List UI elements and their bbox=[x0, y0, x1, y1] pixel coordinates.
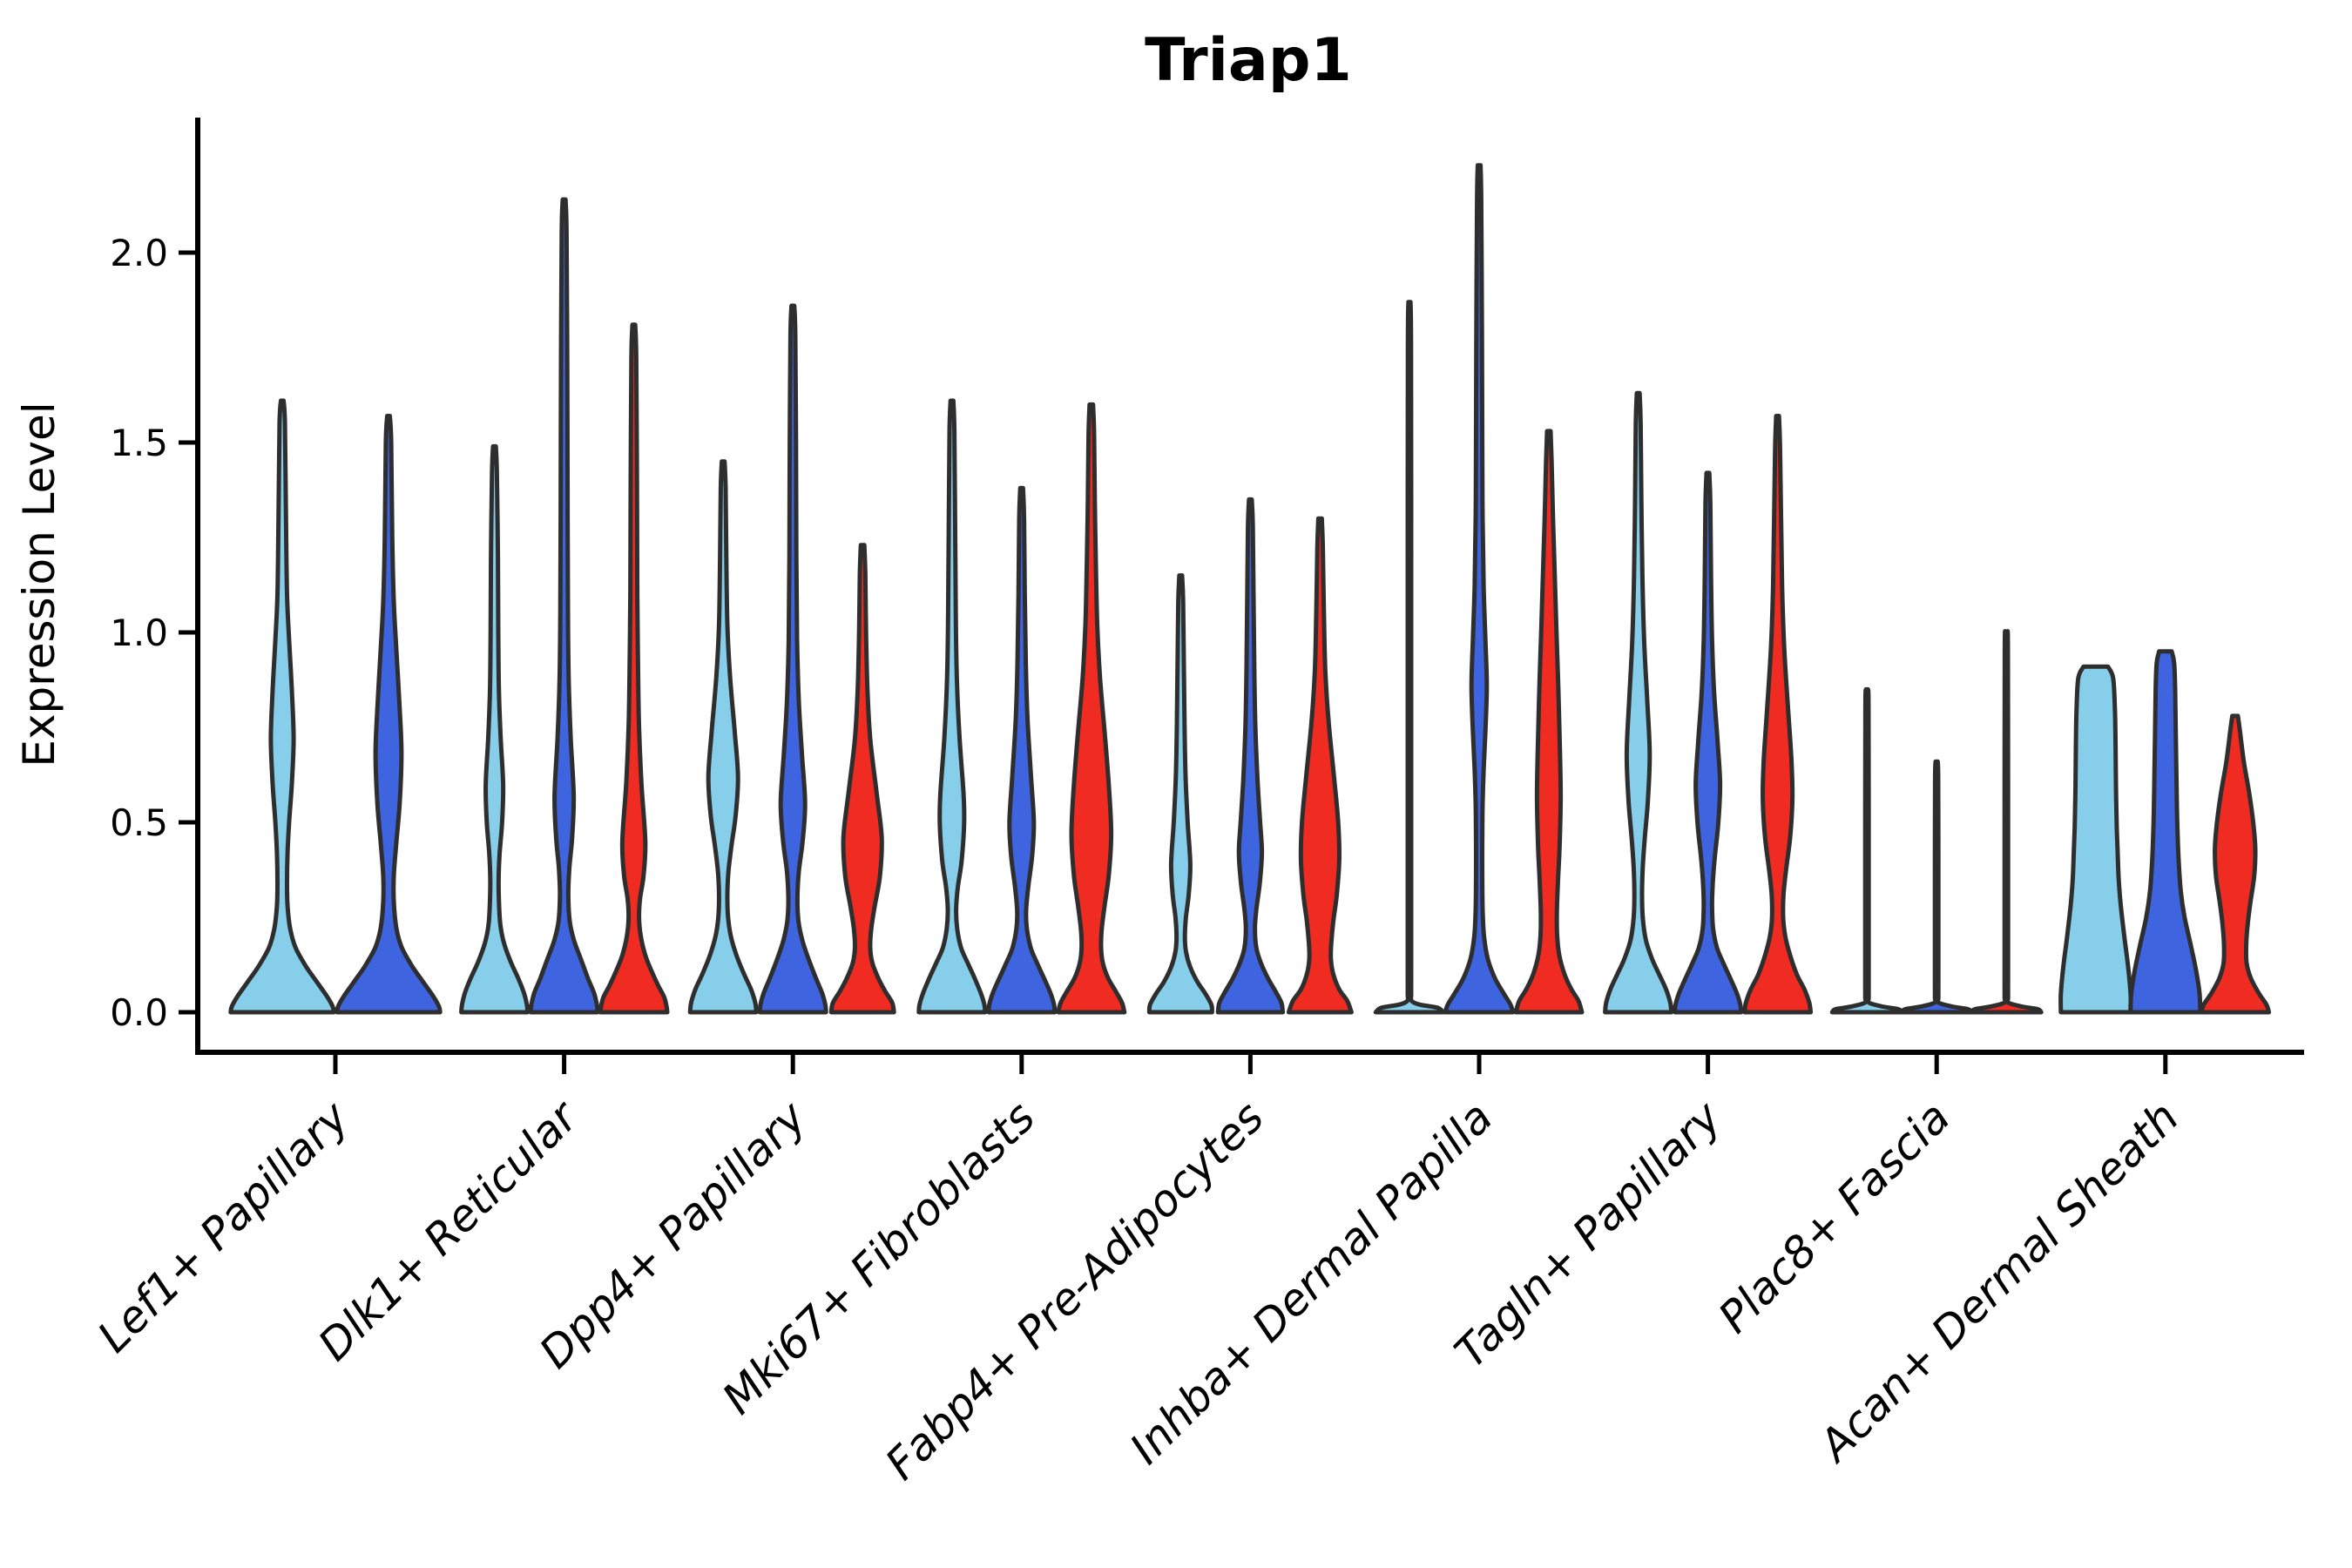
violin-Inhba+ Dermal Papilla-skyblue bbox=[1373, 300, 1446, 1015]
y-tick-label: 1.0 bbox=[110, 612, 168, 654]
violin-Fabp4+ Pre-Adipocytes-royalblue bbox=[1215, 497, 1286, 1015]
violin-Dlk1+ Reticular-skyblue bbox=[459, 443, 531, 1015]
x-tick-label: Lef1+ Papillary bbox=[88, 1091, 359, 1362]
y-axis-label: Expression Level bbox=[14, 402, 64, 767]
violin-Plac8+ Fascia-royalblue bbox=[1899, 759, 1974, 1015]
violins-layer bbox=[228, 163, 2272, 1015]
violin-Acan+ Dermal Sheath-skyblue bbox=[2058, 664, 2133, 1015]
violin-Plac8+ Fascia-red bbox=[1969, 629, 2044, 1015]
y-tick-label: 0.5 bbox=[110, 801, 168, 844]
violin-Mki67+ Fibroblasts-royalblue bbox=[986, 485, 1058, 1015]
violin-Acan+ Dermal Sheath-red bbox=[2199, 713, 2272, 1015]
violin-Plac8+ Fascia-skyblue bbox=[1829, 686, 1904, 1015]
violin-Dlk1+ Reticular-red bbox=[598, 322, 670, 1015]
chart-title: Triap1 bbox=[1145, 26, 1352, 95]
x-tick-label: Acan+ Dermal Sheath bbox=[1808, 1092, 2188, 1472]
y-tick-label: 2.0 bbox=[110, 232, 168, 274]
violin-Mki67+ Fibroblasts-skyblue bbox=[916, 398, 988, 1015]
violin-Dlk1+ Reticular-royalblue bbox=[528, 197, 600, 1015]
violin-Dpp4+ Papillary-red bbox=[828, 543, 896, 1015]
y-axis-ticks: 0.0 0.5 1.0 1.5 2.0 bbox=[110, 232, 198, 1034]
y-tick-label: 1.5 bbox=[110, 422, 168, 464]
violin-Inhba+ Dermal Papilla-royalblue bbox=[1443, 163, 1516, 1015]
violin-Dpp4+ Papillary-royalblue bbox=[757, 303, 828, 1015]
y-tick-label: 0.0 bbox=[110, 991, 168, 1034]
violin-Inhba+ Dermal Papilla-red bbox=[1513, 429, 1585, 1015]
violin-Fabp4+ Pre-Adipocytes-red bbox=[1286, 516, 1354, 1015]
x-tick-label: Inhba+ Dermal Papilla bbox=[1120, 1092, 1502, 1473]
violin-Lef1+ Papillary-royalblue bbox=[335, 414, 443, 1015]
violin-Acan+ Dermal Sheath-royalblue bbox=[2128, 649, 2203, 1015]
violin-Dpp4+ Papillary-skyblue bbox=[687, 459, 759, 1015]
violin-Tagln+ Papillary-skyblue bbox=[1603, 390, 1674, 1015]
x-tick-label: Fabp4+ Pre-Adipocytes bbox=[875, 1092, 1274, 1490]
violin-Fabp4+ Pre-Adipocytes-skyblue bbox=[1146, 573, 1214, 1015]
violin-Lef1+ Papillary-skyblue bbox=[228, 398, 336, 1015]
x-tick-label: Plac8+ Fascia bbox=[1709, 1092, 1960, 1342]
violin-Tagln+ Papillary-red bbox=[1742, 414, 1814, 1015]
violin-Tagln+ Papillary-royalblue bbox=[1673, 470, 1744, 1015]
violin-Mki67+ Fibroblasts-red bbox=[1056, 402, 1127, 1015]
